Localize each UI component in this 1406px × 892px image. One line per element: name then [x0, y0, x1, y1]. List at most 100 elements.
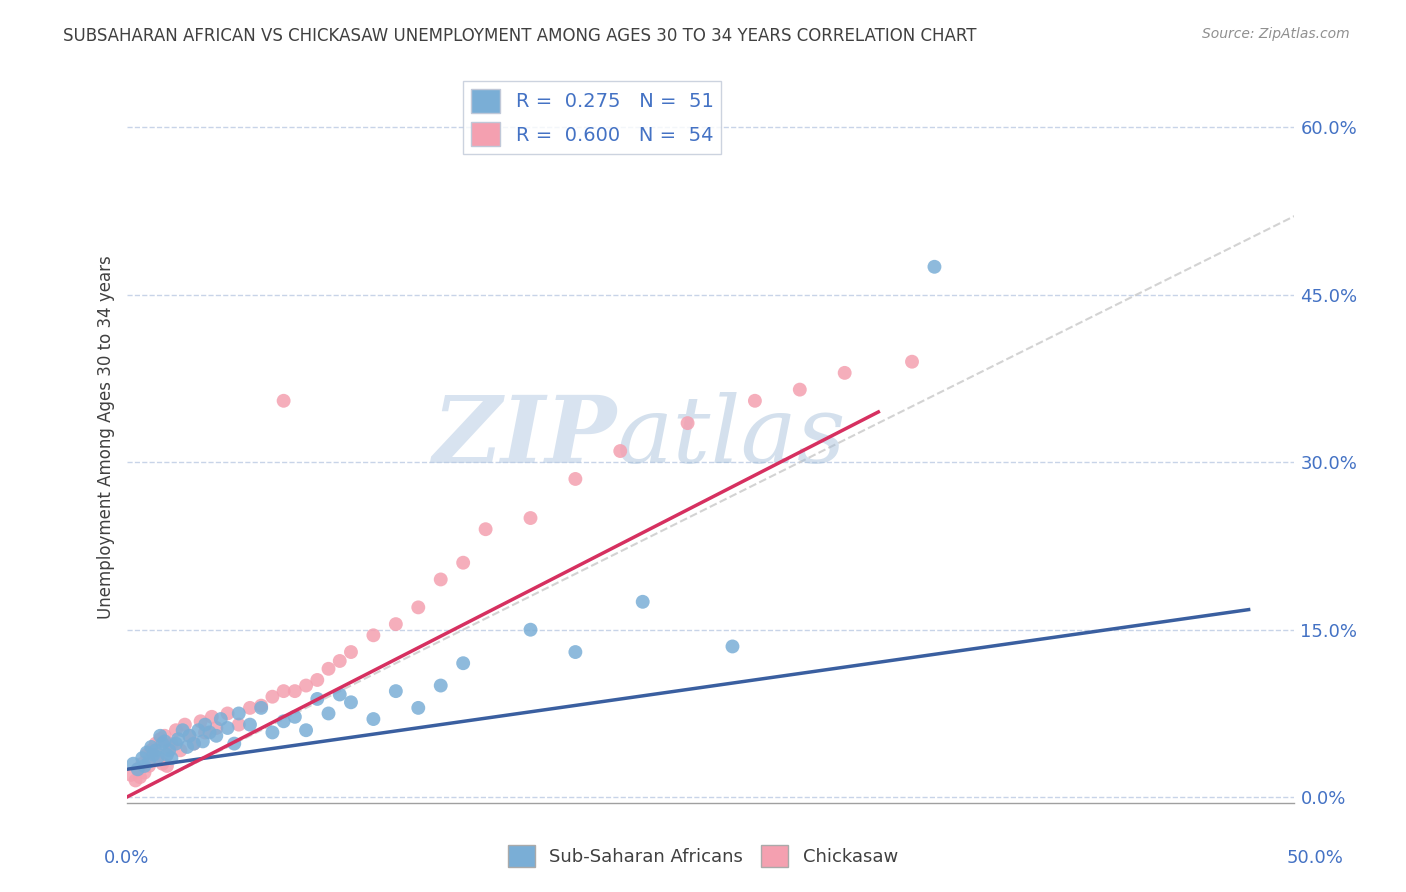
Text: 50.0%: 50.0%	[1286, 849, 1343, 867]
Point	[153, 729, 176, 743]
Point	[239, 701, 262, 715]
Point	[250, 698, 273, 713]
Point	[429, 679, 451, 693]
Point	[172, 723, 194, 738]
Point	[318, 662, 340, 676]
Point	[519, 623, 541, 637]
Point	[165, 737, 187, 751]
Text: 0.0%: 0.0%	[104, 849, 149, 867]
Point	[217, 706, 239, 721]
Point	[295, 679, 318, 693]
Point	[146, 750, 169, 764]
Point	[564, 645, 586, 659]
Point	[135, 747, 157, 762]
Point	[429, 573, 451, 587]
Point	[329, 654, 352, 668]
Point	[295, 723, 318, 738]
Point	[156, 747, 179, 762]
Point	[205, 729, 228, 743]
Point	[134, 759, 156, 773]
Point	[194, 725, 217, 739]
Point	[194, 717, 217, 731]
Point	[142, 747, 165, 762]
Point	[127, 762, 149, 776]
Point	[250, 701, 273, 715]
Point	[165, 723, 187, 738]
Text: atlas: atlas	[617, 392, 846, 482]
Point	[363, 712, 385, 726]
Point	[924, 260, 946, 274]
Point	[721, 640, 744, 654]
Point	[124, 773, 146, 788]
Point	[217, 721, 239, 735]
Point	[179, 729, 201, 743]
Point	[153, 734, 176, 748]
Point	[157, 739, 180, 754]
Point	[167, 732, 190, 747]
Point	[142, 753, 165, 767]
Point	[385, 684, 408, 698]
Point	[564, 472, 586, 486]
Point	[239, 717, 262, 731]
Point	[190, 714, 212, 729]
Y-axis label: Unemployment Among Ages 30 to 34 years: Unemployment Among Ages 30 to 34 years	[97, 255, 115, 619]
Point	[609, 444, 631, 458]
Point	[149, 729, 172, 743]
Point	[228, 717, 250, 731]
Point	[120, 768, 142, 782]
Point	[201, 710, 224, 724]
Point	[676, 416, 699, 430]
Point	[408, 701, 430, 715]
Point	[385, 617, 408, 632]
Point	[901, 354, 924, 368]
Point	[183, 737, 205, 751]
Text: SUBSAHARAN AFRICAN VS CHICKASAW UNEMPLOYMENT AMONG AGES 30 TO 34 YEARS CORRELATI: SUBSAHARAN AFRICAN VS CHICKASAW UNEMPLOY…	[63, 27, 977, 45]
Point	[131, 751, 153, 765]
Point	[340, 645, 363, 659]
Point	[138, 755, 160, 769]
Point	[198, 725, 221, 739]
Point	[191, 734, 214, 748]
Point	[134, 765, 156, 780]
Point	[307, 673, 329, 687]
Point	[451, 657, 474, 671]
Point	[273, 684, 295, 698]
Point	[152, 737, 174, 751]
Point	[187, 723, 209, 738]
Point	[474, 522, 496, 536]
Point	[451, 556, 474, 570]
Point	[284, 684, 307, 698]
Point	[209, 712, 232, 726]
Point	[135, 746, 157, 760]
Point	[141, 743, 163, 757]
Legend: Sub-Saharan Africans, Chickasaw: Sub-Saharan Africans, Chickasaw	[501, 838, 905, 874]
Point	[129, 770, 152, 784]
Point	[141, 739, 163, 754]
Point	[205, 721, 228, 735]
Point	[340, 695, 363, 709]
Point	[789, 383, 811, 397]
Point	[122, 756, 145, 771]
Point	[156, 759, 179, 773]
Legend: R =  0.275   N =  51, R =  0.600   N =  54: R = 0.275 N = 51, R = 0.600 N = 54	[463, 81, 721, 153]
Point	[160, 737, 183, 751]
Point	[157, 743, 180, 757]
Point	[284, 710, 307, 724]
Point	[408, 600, 430, 615]
Point	[183, 737, 205, 751]
Point	[169, 743, 191, 757]
Point	[224, 737, 246, 751]
Point	[176, 739, 198, 754]
Point	[179, 729, 201, 743]
Point	[273, 393, 295, 408]
Point	[318, 706, 340, 721]
Point	[262, 690, 284, 704]
Point	[519, 511, 541, 525]
Point	[149, 732, 172, 747]
Point	[152, 756, 174, 771]
Text: Source: ZipAtlas.com: Source: ZipAtlas.com	[1202, 27, 1350, 41]
Point	[131, 756, 153, 771]
Point	[744, 393, 766, 408]
Point	[145, 737, 167, 751]
Point	[329, 688, 352, 702]
